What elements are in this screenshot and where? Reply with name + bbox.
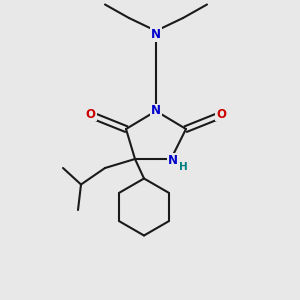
Text: N: N — [167, 154, 178, 167]
Text: O: O — [85, 107, 96, 121]
Text: O: O — [216, 107, 226, 121]
Text: H: H — [179, 162, 188, 172]
Text: N: N — [151, 104, 161, 118]
Text: N: N — [151, 28, 161, 41]
